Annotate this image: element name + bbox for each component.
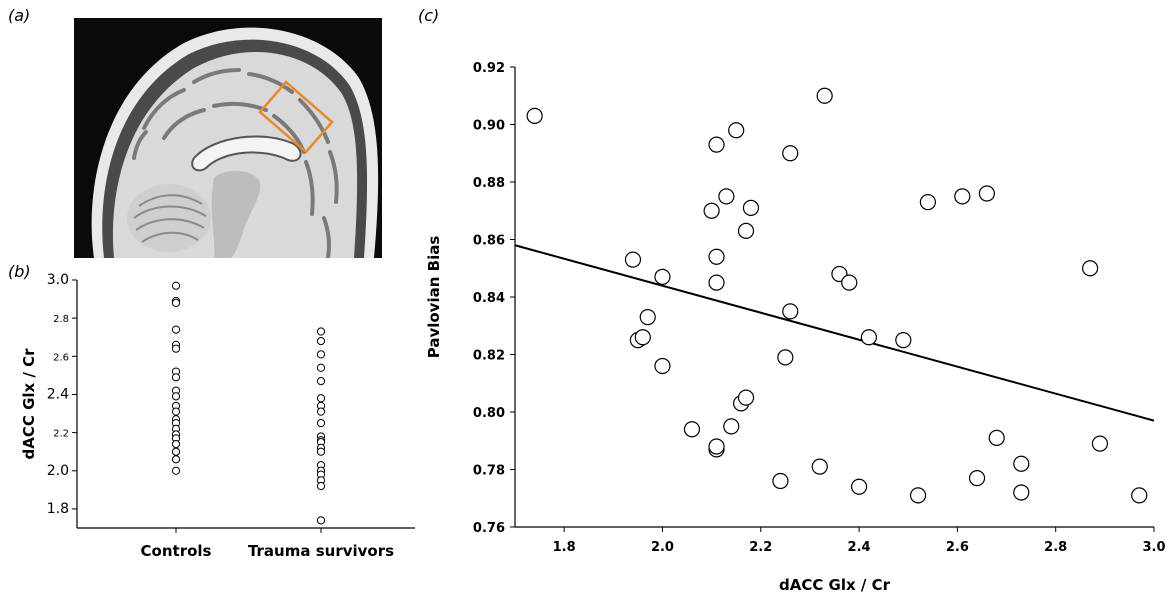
data-point <box>909 487 927 504</box>
y-tick-label: 3.0 <box>47 272 69 288</box>
data-point <box>634 329 651 346</box>
x-axis-title: dACC Glx / Cr <box>779 576 891 594</box>
x-tick-label: 2.2 <box>749 540 772 555</box>
data-point <box>860 329 878 346</box>
data-point <box>1131 487 1148 504</box>
y-tick-label: 0.90 <box>473 119 505 134</box>
data-point <box>742 199 760 216</box>
y-tick-label: 2.6 <box>53 352 69 363</box>
chart-panel-c: 0.76 0.78 0.80 0.82 0.84 0.86 0.88 0.90 0.92 1.8 2… <box>425 61 1166 594</box>
panel-label-b: (b) <box>8 262 31 281</box>
data-point <box>1013 484 1030 501</box>
data-point <box>526 107 543 124</box>
data-point <box>316 336 326 346</box>
y-tick-label: 2.0 <box>47 463 69 479</box>
x-tick-label: 1.8 <box>553 540 576 555</box>
data-point <box>171 325 181 334</box>
panel-label-a: (a) <box>8 6 31 25</box>
y-tick-label: 2.4 <box>47 386 69 402</box>
data-point <box>316 418 326 428</box>
x-tick-label: 2.6 <box>946 540 969 555</box>
data-point <box>316 350 326 359</box>
data-point <box>683 421 701 438</box>
x-tick-label: 2.4 <box>848 540 871 555</box>
y-axis-title: Pavlovian Bias <box>425 236 443 359</box>
x-tick-label: 2.0 <box>651 540 674 555</box>
data-point <box>895 332 912 349</box>
y-tick-label: 0.84 <box>473 291 505 306</box>
data-point <box>708 248 725 265</box>
data-point <box>1091 435 1109 452</box>
data-point <box>728 122 745 139</box>
data-point <box>723 418 740 435</box>
data-point <box>954 188 971 205</box>
data-point <box>1013 455 1030 472</box>
y-axis-title: dACC Glx / Cr <box>20 348 38 460</box>
data-point <box>811 458 828 475</box>
data-point <box>316 447 326 456</box>
y-tick-label: 0.82 <box>473 349 505 364</box>
data-point <box>316 407 326 416</box>
data-point <box>624 251 642 268</box>
data-point <box>968 470 986 487</box>
data-point <box>171 298 181 307</box>
y-tick-label: 0.80 <box>473 406 505 421</box>
data-point <box>841 274 858 291</box>
y-tick-label: 2.8 <box>53 314 69 325</box>
data-point <box>654 268 671 285</box>
category-label: Controls <box>141 542 212 560</box>
data-point <box>316 394 326 403</box>
data-point <box>737 389 755 406</box>
data-point <box>639 309 656 326</box>
data-point <box>737 222 755 239</box>
data-point <box>708 274 725 291</box>
y-tick-label: 0.88 <box>473 176 505 191</box>
data-point <box>654 357 671 375</box>
x-tick-label: 2.8 <box>1044 540 1067 555</box>
data-point <box>171 392 181 401</box>
y-tick-label: 0.86 <box>473 234 505 249</box>
data-point <box>171 466 181 475</box>
data-point <box>1081 260 1099 277</box>
y-tick-label: 0.92 <box>473 61 505 76</box>
data-point <box>782 145 799 162</box>
data-point <box>316 377 326 386</box>
x-tick-label: 3.0 <box>1142 540 1165 555</box>
data-point <box>919 194 936 211</box>
regression-line <box>514 244 1155 422</box>
data-point <box>316 327 326 336</box>
data-point <box>850 478 868 495</box>
roi-box <box>258 80 334 154</box>
y-tick-label: 1.8 <box>47 501 69 517</box>
data-point <box>777 349 794 366</box>
data-point <box>772 472 789 490</box>
data-point <box>171 344 181 353</box>
panel-label-c: (c) <box>418 6 440 25</box>
data-point <box>316 481 326 491</box>
y-tick-label: 2.2 <box>53 429 69 440</box>
chart-panel-b: 1.8 2.0 2.2 2.4 2.6 2.8 3.0 dACC Glx / Cr Contro… <box>20 272 415 560</box>
data-point <box>782 303 799 320</box>
data-point <box>171 455 181 464</box>
data-point <box>171 281 181 290</box>
data-point <box>816 87 833 104</box>
data-point <box>708 438 725 455</box>
data-point <box>988 429 1005 446</box>
data-point <box>171 447 181 456</box>
data-point <box>171 407 181 416</box>
data-point <box>718 188 735 205</box>
data-point <box>316 363 326 372</box>
data-point <box>978 185 995 202</box>
data-point <box>708 136 725 153</box>
y-tick-label: 0.76 <box>473 521 505 536</box>
y-tick-label: 0.78 <box>473 464 505 479</box>
category-label: Trauma survivors <box>248 542 394 560</box>
data-point <box>171 373 181 382</box>
data-point <box>316 516 326 525</box>
data-point <box>171 439 181 449</box>
data-point <box>703 202 720 219</box>
brain-mri-image <box>74 18 382 258</box>
